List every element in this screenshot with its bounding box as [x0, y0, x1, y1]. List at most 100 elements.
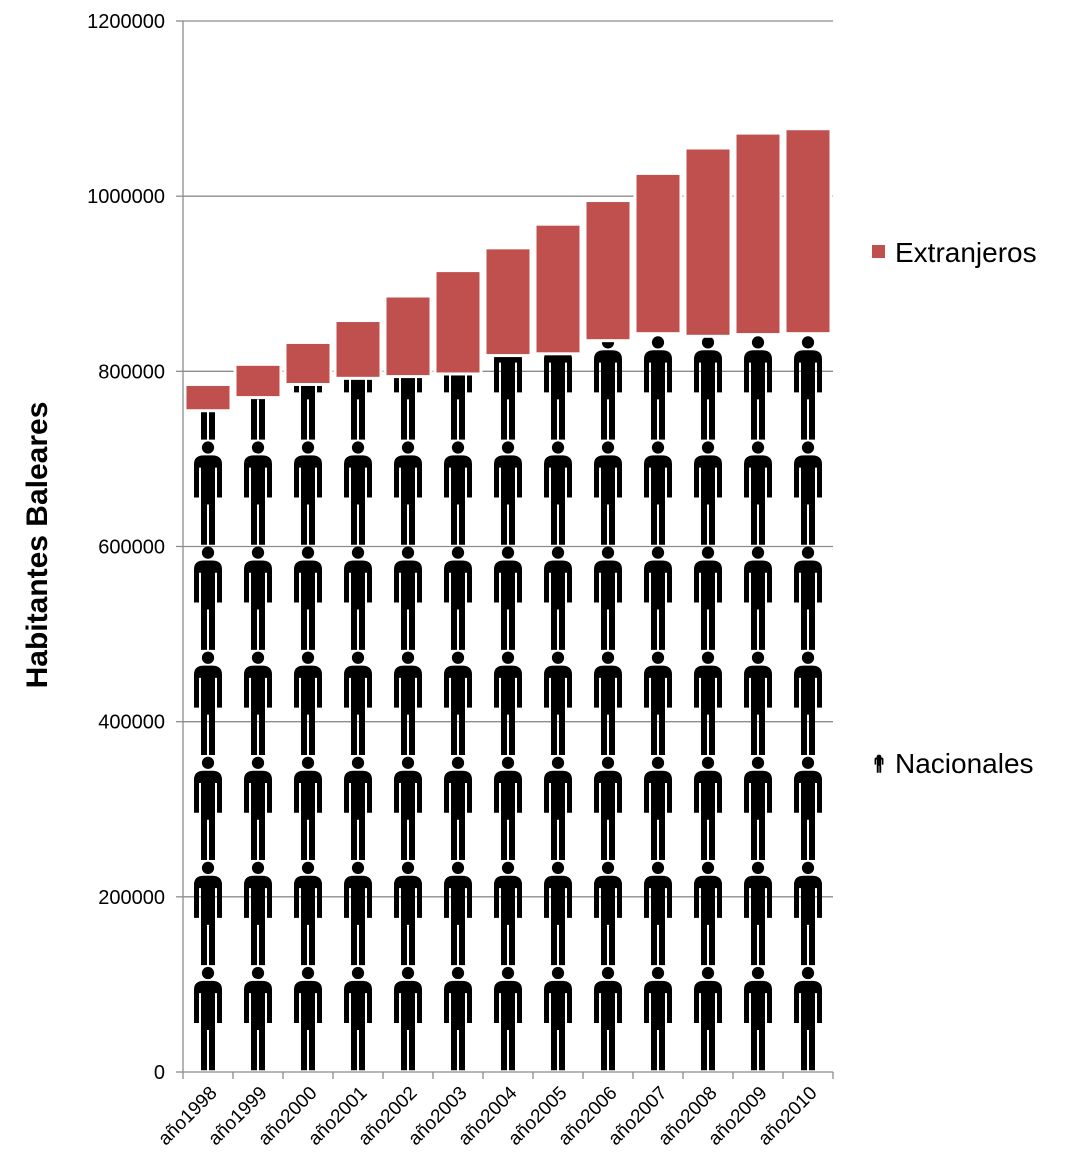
- person-icon: [694, 980, 722, 1071]
- nacionales-icons: [494, 355, 522, 1071]
- person-icon-head: [351, 756, 365, 769]
- person-icon-head: [801, 441, 815, 454]
- person-icon: [194, 770, 222, 861]
- y-tick-label: 400000: [98, 712, 165, 734]
- nacionales-icons: [194, 410, 222, 1071]
- extranjeros-bar: [483, 246, 533, 358]
- person-icon-head: [651, 756, 665, 769]
- person-icon-head: [201, 756, 215, 769]
- person-icon: [494, 560, 522, 650]
- person-icon-head: [701, 441, 715, 454]
- person-icon: [194, 455, 222, 545]
- person-icon: [294, 384, 322, 440]
- person-icon-head: [401, 861, 415, 875]
- person-icon-head: [801, 336, 815, 349]
- person-icon: [644, 770, 672, 861]
- person-icon-head: [501, 651, 515, 664]
- person-icon-head: [801, 861, 815, 875]
- person-icon: [494, 875, 522, 966]
- person-icon-head: [351, 441, 365, 454]
- y-axis-title: Habitantes Baleares: [21, 402, 54, 689]
- person-icon-head: [201, 651, 215, 664]
- person-icon: [744, 560, 772, 650]
- person-icon-head: [651, 546, 665, 559]
- person-icon: [394, 665, 422, 755]
- person-icon-head: [801, 546, 815, 559]
- nacionales-icons: [444, 373, 472, 1071]
- person-icon-head: [401, 651, 415, 664]
- nacionales-bar: [544, 353, 572, 1071]
- person-icon-head: [251, 756, 265, 769]
- person-icon: [244, 455, 272, 545]
- person-icon: [244, 665, 272, 755]
- person-icon: [594, 455, 622, 545]
- person-icon: [494, 770, 522, 861]
- person-icon: [544, 770, 572, 861]
- person-icon: [494, 455, 522, 545]
- person-icon-head: [601, 861, 615, 875]
- person-icon-head: [251, 651, 265, 664]
- person-icon: [794, 350, 822, 440]
- person-icon: [194, 665, 222, 755]
- extranjeros-bar: [333, 319, 383, 380]
- person-icon: [244, 770, 272, 861]
- person-icon-head: [252, 231, 264, 243]
- person-icon-head: [601, 966, 615, 980]
- person-icon: [444, 373, 472, 440]
- person-icon-head: [701, 756, 715, 769]
- person-icon: [794, 560, 822, 650]
- person-icon: [244, 980, 272, 1071]
- person-icon: [344, 455, 372, 545]
- legend-person-icon: [874, 757, 884, 773]
- person-icon: [394, 455, 422, 545]
- person-icon: [544, 875, 572, 966]
- data-bars: [183, 127, 833, 1071]
- person-icon: [694, 665, 722, 755]
- person-icon-head: [751, 441, 765, 454]
- nacionales-icons: [244, 231, 272, 1071]
- person-icon: [444, 560, 472, 650]
- nacionales-bar: [594, 340, 622, 1071]
- extranjeros-bar: [383, 294, 433, 379]
- person-icon: [644, 455, 672, 545]
- extranjeros-bar: [283, 340, 333, 386]
- person-icon-head: [651, 336, 665, 349]
- person-icon: [444, 455, 472, 545]
- person-icon-head: [551, 861, 565, 875]
- nacionales-bar: [294, 245, 322, 1071]
- person-icon-head: [651, 441, 665, 454]
- y-tick-label: 0: [154, 1062, 165, 1084]
- legend-swatch-extranjeros: [872, 245, 885, 258]
- nacionales-icons: [594, 340, 622, 1071]
- extranjeros-bar: [433, 269, 483, 376]
- person-icon: [644, 980, 672, 1071]
- person-icon-head: [251, 966, 265, 980]
- person-icon-head: [401, 546, 415, 559]
- person-icon-head: [401, 441, 415, 454]
- person-icon: [394, 560, 422, 650]
- person-icon-head: [301, 966, 315, 980]
- person-icon-head: [351, 861, 365, 875]
- person-icon: [194, 560, 222, 650]
- person-icon-head: [201, 861, 215, 875]
- person-icon: [744, 350, 772, 440]
- extranjeros-bar: [583, 199, 633, 343]
- person-icon: [694, 770, 722, 861]
- person-icon: [244, 245, 272, 334]
- person-icon-head: [251, 861, 265, 875]
- nacionales-icons: [694, 336, 722, 1071]
- person-icon-head: [551, 756, 565, 769]
- person-icon: [744, 455, 772, 545]
- person-icon: [794, 980, 822, 1071]
- person-icon: [444, 875, 472, 966]
- person-icon-head: [401, 756, 415, 769]
- person-icon-head: [651, 651, 665, 664]
- y-tick-label: 1200000: [87, 11, 165, 33]
- person-icon: [394, 376, 422, 440]
- person-icon: [344, 378, 372, 440]
- person-icon: [294, 245, 322, 334]
- person-icon-head: [651, 861, 665, 875]
- nacionales-bar: [694, 336, 722, 1071]
- y-tick-label: 800000: [98, 361, 165, 383]
